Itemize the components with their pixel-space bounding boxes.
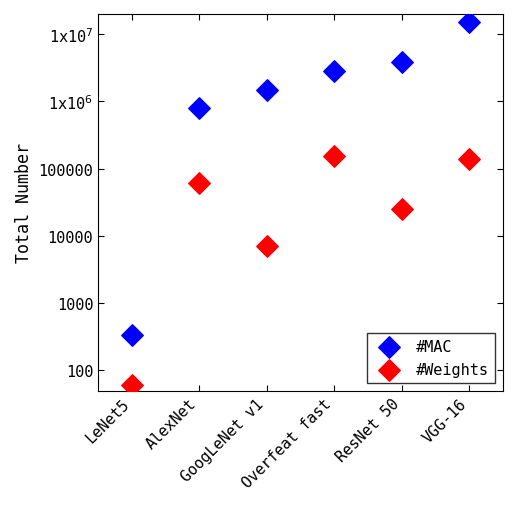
- Y-axis label: Total Number: Total Number: [15, 143, 33, 263]
- #MAC: [398, 59, 406, 67]
- #Weights: [398, 205, 406, 213]
- #Weights: [128, 381, 136, 389]
- #MAC: [465, 19, 473, 27]
- #MAC: [128, 331, 136, 339]
- #Weights: [330, 153, 338, 161]
- #MAC: [330, 68, 338, 76]
- #Weights: [195, 180, 204, 188]
- #MAC: [195, 105, 204, 113]
- Legend: #MAC, #Weights: #MAC, #Weights: [367, 333, 495, 383]
- #Weights: [465, 156, 473, 164]
- #Weights: [263, 243, 271, 251]
- #MAC: [263, 86, 271, 94]
